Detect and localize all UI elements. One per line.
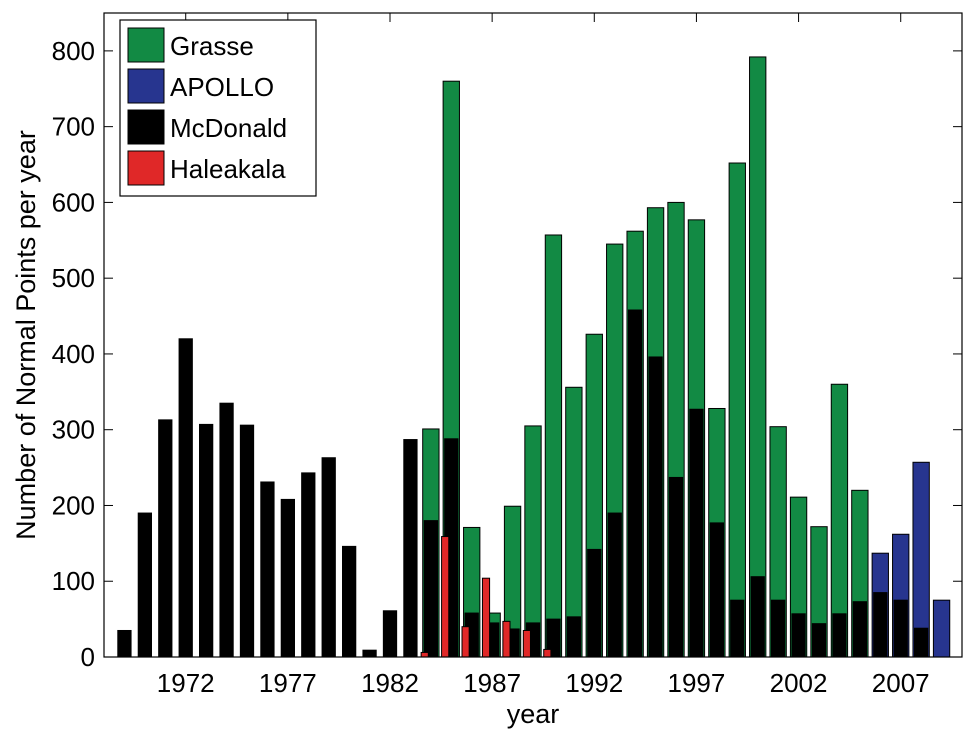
x-tick-label: 1972	[157, 668, 215, 698]
bar-apollo-2009	[932, 599, 951, 658]
bar-mcdonald-1971	[158, 419, 173, 658]
bar-mcdonald-1992	[587, 548, 602, 658]
bar-mcdonald-1972	[178, 338, 193, 658]
legend-label-grasse: Grasse	[170, 31, 254, 61]
y-tick-label: 400	[52, 339, 95, 369]
bar-haleakala-1990	[543, 648, 552, 658]
bar-mcdonald-2006	[873, 592, 888, 658]
legend-swatch-haleakala	[127, 150, 165, 186]
y-tick-label: 700	[52, 112, 95, 142]
x-tick-label: 1982	[361, 668, 419, 698]
bar-mcdonald-1977	[280, 498, 296, 658]
y-tick-labels: 0 100 200 300 400 500 600 700 800	[52, 36, 95, 672]
bar-mcdonald-1993	[607, 512, 622, 658]
x-tick-label: 1977	[259, 668, 317, 698]
y-tick-label: 500	[52, 263, 95, 293]
bar-mcdonald-2004	[832, 613, 847, 658]
bar-mcdonald-1996	[668, 476, 684, 658]
bar-mcdonald-2003	[811, 623, 827, 658]
bar-mcdonald-1991	[566, 616, 581, 658]
bar-mcdonald-2000	[750, 576, 765, 658]
bar-mcdonald-1970	[137, 512, 153, 658]
plot-frame	[103, 12, 963, 658]
y-tick-label: 200	[52, 490, 95, 520]
bar-mcdonald-2001	[771, 599, 786, 658]
x-axis-label: year	[507, 699, 560, 729]
x-tick-label: 1992	[565, 668, 623, 698]
bar-mcdonald-1997	[689, 408, 704, 658]
bar-mcdonald-1976	[260, 481, 275, 658]
bar-haleakala-1989	[522, 629, 531, 658]
bar-haleakala-1988	[502, 620, 511, 658]
y-tick-label: 600	[52, 187, 95, 217]
x-tick-label: 1987	[463, 668, 521, 698]
bar-grasse-1990	[544, 234, 563, 658]
bar-grasse-1989	[524, 425, 542, 658]
legend-label-mcdonald: McDonald	[170, 113, 287, 143]
bar-mcdonald-1981	[362, 649, 377, 658]
bar-haleakala-1987	[481, 577, 491, 658]
bar-mcdonald-1978	[301, 472, 316, 658]
y-tick-label: 0	[81, 642, 95, 672]
bar-haleakala-1985	[441, 536, 450, 658]
x-tick-labels: 1972 1977 1982 1987 1992 1997 2002 2007	[157, 668, 930, 698]
x-tick-label: 1997	[668, 668, 726, 698]
x-tick-label: 2007	[872, 668, 930, 698]
legend-swatch-mcdonald	[127, 109, 165, 145]
bar-grasse-2000	[749, 56, 767, 658]
bar-mcdonald-1980	[342, 545, 357, 658]
bar-mcdonald-1969	[117, 629, 132, 658]
bar-grasse-1999	[728, 162, 746, 658]
bar-mcdonald-2008	[914, 627, 929, 658]
bar-mcdonald-1974	[219, 402, 234, 658]
bar-mcdonald-1994	[628, 309, 643, 658]
y-axis-label: Number of Normal Points per year	[11, 130, 41, 540]
bar-mcdonald-1979	[321, 457, 336, 658]
legend-swatch-grasse	[127, 27, 165, 63]
legend: Grasse APOLLO McDonald Haleakala	[119, 19, 317, 197]
legend-label-haleakala: Haleakala	[170, 154, 286, 184]
bar-mcdonald-1975	[239, 424, 255, 658]
y-tick-label: 300	[52, 415, 95, 445]
x-tick-label: 2002	[770, 668, 828, 698]
y-tick-label: 100	[52, 566, 95, 596]
legend-swatch-apollo	[127, 68, 165, 104]
bar-mcdonald-1999	[730, 599, 745, 658]
bar-haleakala-1986	[461, 626, 470, 658]
bars-layer	[117, 56, 951, 658]
bar-mcdonald-1983	[403, 439, 418, 658]
bar-mcdonald-1973	[199, 423, 214, 658]
bar-mcdonald-2005	[852, 601, 867, 658]
bar-mcdonald-1995	[648, 356, 663, 658]
bar-haleakala-1984	[420, 651, 429, 658]
bar-mcdonald-1998	[709, 522, 724, 658]
bar-mcdonald-1984	[423, 520, 439, 658]
y-tick-label: 800	[52, 36, 95, 66]
legend-label-apollo: APOLLO	[170, 72, 274, 102]
